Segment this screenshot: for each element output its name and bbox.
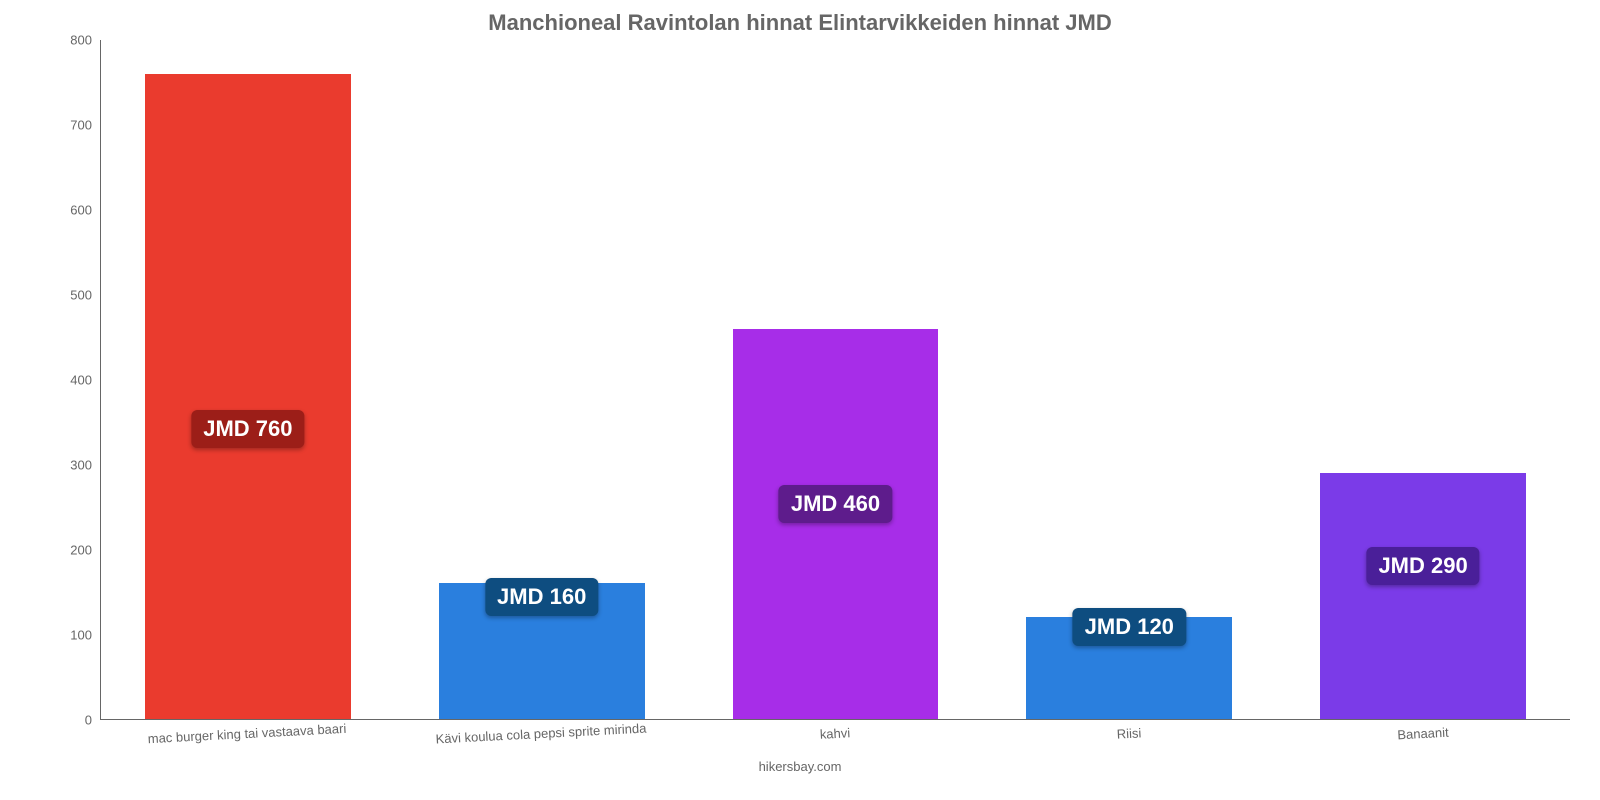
bar-slot: JMD 290 (1276, 40, 1570, 719)
bar-value-badge: JMD 120 (1073, 608, 1186, 646)
bar-value-badge: JMD 760 (191, 410, 304, 448)
x-axis-label: Riisi (982, 718, 1276, 748)
y-tick: 100 (70, 628, 92, 643)
bar-chart: Manchioneal Ravintolan hinnat Elintarvik… (0, 0, 1600, 800)
y-tick: 0 (85, 713, 92, 728)
bar-value-badge: JMD 160 (485, 578, 598, 616)
y-tick: 400 (70, 373, 92, 388)
y-tick: 300 (70, 458, 92, 473)
y-tick: 700 (70, 118, 92, 133)
x-axis-label: Banaanit (1276, 718, 1570, 748)
y-axis: 0100200300400500600700800 (30, 40, 100, 720)
bar-value-badge: JMD 460 (779, 485, 892, 523)
bar-slot: JMD 160 (395, 40, 689, 719)
y-tick: 600 (70, 203, 92, 218)
bar-slot: JMD 760 (101, 40, 395, 719)
plot: JMD 760 JMD 160 JMD 460 JMD 120 JMD 290 (100, 40, 1570, 720)
bar: JMD 120 (1026, 617, 1232, 719)
bar: JMD 460 (733, 329, 939, 719)
x-axis-labels: mac burger king tai vastaava baariKävi k… (100, 726, 1570, 741)
chart-title: Manchioneal Ravintolan hinnat Elintarvik… (30, 10, 1570, 36)
x-axis-label: Kävi koulua cola pepsi sprite mirinda (394, 718, 688, 748)
bar: JMD 760 (145, 74, 351, 719)
plot-area: 0100200300400500600700800 JMD 760JMD 160… (30, 40, 1570, 720)
bar: JMD 160 (439, 583, 645, 719)
y-tick: 200 (70, 543, 92, 558)
y-tick: 800 (70, 33, 92, 48)
bar-slot: JMD 460 (689, 40, 983, 719)
y-tick: 500 (70, 288, 92, 303)
x-axis-label: kahvi (688, 718, 982, 748)
bar-slot: JMD 120 (982, 40, 1276, 719)
bar: JMD 290 (1320, 473, 1526, 719)
chart-credit: hikersbay.com (30, 759, 1570, 774)
bars-container: JMD 760 JMD 160 JMD 460 JMD 120 JMD 290 (101, 40, 1570, 719)
x-axis-label: mac burger king tai vastaava baari (100, 718, 394, 748)
bar-value-badge: JMD 290 (1366, 547, 1479, 585)
